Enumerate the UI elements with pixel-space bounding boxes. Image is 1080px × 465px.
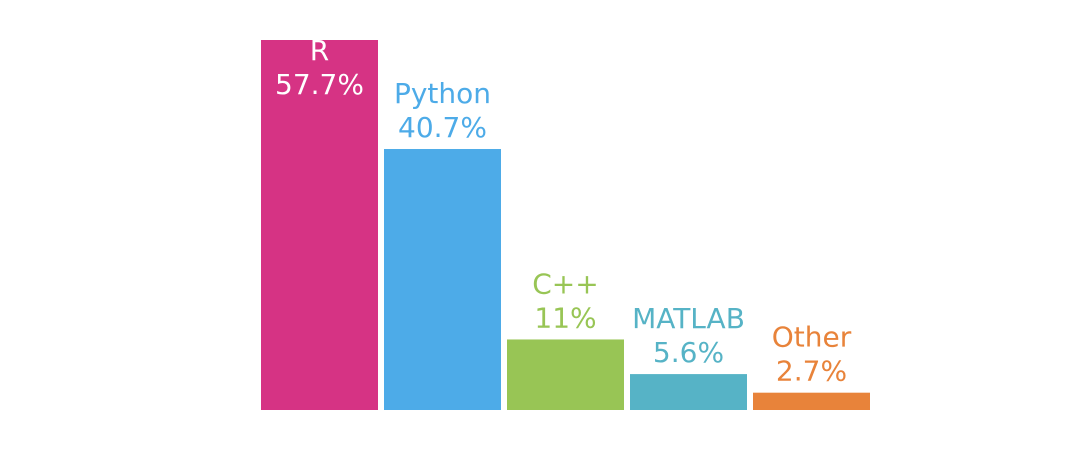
bar-category-label: C++ [532,267,598,300]
bars-group [261,40,870,410]
bar-python [384,149,501,410]
bar-c- [507,339,624,410]
bar-value-label: 11% [534,301,596,334]
bar-category-label: R [310,34,329,67]
bar-value-label: 5.6% [653,336,724,369]
bar-category-label: MATLAB [632,302,745,335]
bar-other [753,392,870,410]
bar-value-label: 40.7% [398,111,487,144]
bar-value-label: 2.7% [776,355,847,388]
bar-category-label: Other [772,321,852,354]
bar-r [261,40,378,410]
bar-matlab [630,374,747,410]
bar-category-label: Python [394,77,491,110]
bar-value-label: 57.7% [275,68,364,101]
